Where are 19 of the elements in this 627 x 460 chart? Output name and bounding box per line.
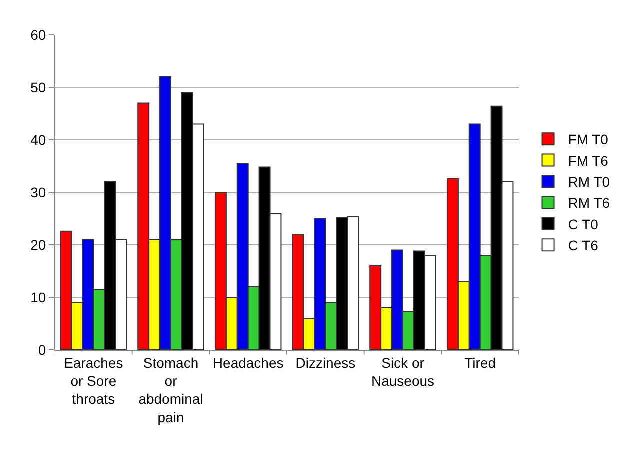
x-tick-label: Sick or Nauseous (371, 354, 435, 389)
legend-label: C T6 (568, 238, 599, 254)
y-tick-label: 0 (38, 342, 46, 358)
legend-label: FM T0 (568, 132, 609, 148)
legend-label: RM T6 (568, 195, 610, 212)
legend-label: RM T0 (568, 174, 610, 190)
y-tick-label: 60 (30, 26, 46, 43)
y-tick-label: 20 (30, 236, 46, 253)
legend-label: FM T6 (568, 152, 609, 169)
x-tick-label: Tired (464, 354, 496, 371)
x-tick-label: Headaches (212, 354, 284, 371)
x-tick-label: Earaches or Sore throats (64, 354, 124, 408)
y-tick-label: 40 (30, 132, 46, 148)
x-tick-label: Stomach or abdominal pain (138, 354, 204, 426)
y-tick-label: 50 (30, 79, 46, 96)
legend-label: C T0 (568, 216, 599, 232)
x-tick-label: Dizziness (296, 354, 356, 371)
y-tick-label: 30 (30, 184, 46, 200)
y-tick-label: 10 (30, 289, 46, 306)
